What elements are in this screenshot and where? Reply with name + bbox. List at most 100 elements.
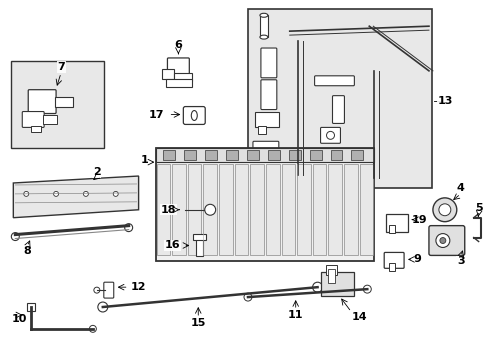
Text: 16: 16 — [164, 240, 180, 251]
Text: 10: 10 — [12, 314, 27, 324]
Polygon shape — [13, 176, 138, 218]
FancyBboxPatch shape — [252, 141, 278, 159]
Bar — [250, 164, 264, 255]
Text: 7: 7 — [57, 62, 65, 72]
Circle shape — [98, 302, 107, 312]
Circle shape — [94, 287, 100, 293]
Bar — [297, 164, 310, 255]
Circle shape — [363, 285, 370, 293]
FancyBboxPatch shape — [257, 126, 265, 134]
Bar — [359, 164, 372, 255]
FancyBboxPatch shape — [103, 282, 114, 298]
Circle shape — [83, 192, 88, 196]
Bar — [260, 15, 267, 37]
FancyBboxPatch shape — [174, 73, 192, 81]
FancyBboxPatch shape — [162, 69, 174, 79]
Bar — [265, 164, 279, 255]
Ellipse shape — [260, 13, 267, 17]
Circle shape — [113, 192, 118, 196]
FancyBboxPatch shape — [320, 127, 340, 143]
FancyBboxPatch shape — [312, 151, 336, 169]
Bar — [155, 148, 373, 162]
Bar — [330, 150, 342, 160]
Bar — [184, 150, 196, 160]
Text: 19: 19 — [410, 215, 426, 225]
Bar — [247, 9, 431, 188]
Text: 8: 8 — [23, 247, 31, 256]
Circle shape — [54, 192, 59, 196]
Bar — [325, 265, 337, 275]
FancyBboxPatch shape — [43, 114, 57, 125]
Bar — [31, 126, 41, 132]
FancyBboxPatch shape — [384, 252, 403, 268]
Bar — [246, 150, 258, 160]
Circle shape — [435, 234, 449, 247]
Text: 3: 3 — [456, 256, 464, 266]
FancyBboxPatch shape — [28, 90, 56, 113]
Text: 5: 5 — [474, 203, 482, 213]
FancyBboxPatch shape — [254, 157, 266, 173]
Bar — [225, 150, 238, 160]
Circle shape — [312, 282, 322, 292]
Bar — [156, 164, 170, 255]
Text: 2: 2 — [93, 167, 101, 177]
FancyBboxPatch shape — [428, 226, 464, 255]
Circle shape — [244, 293, 251, 301]
Bar — [309, 150, 321, 160]
Bar — [219, 164, 232, 255]
FancyBboxPatch shape — [166, 79, 192, 87]
Bar — [267, 150, 279, 160]
Circle shape — [432, 198, 456, 222]
FancyBboxPatch shape — [320, 272, 354, 296]
Text: 18: 18 — [161, 205, 176, 215]
Circle shape — [124, 224, 132, 231]
Bar — [203, 164, 217, 255]
FancyBboxPatch shape — [386, 214, 407, 231]
Bar — [163, 150, 175, 160]
Circle shape — [326, 131, 334, 139]
Circle shape — [89, 325, 96, 332]
Text: 12: 12 — [131, 282, 146, 292]
FancyBboxPatch shape — [261, 48, 276, 78]
FancyBboxPatch shape — [314, 76, 354, 86]
Bar — [193, 234, 206, 239]
Text: 13: 13 — [437, 96, 452, 105]
Text: 4: 4 — [456, 183, 464, 193]
Bar — [27, 303, 35, 311]
Circle shape — [438, 204, 450, 216]
Bar — [281, 164, 295, 255]
Text: 14: 14 — [351, 312, 366, 322]
Bar — [187, 164, 201, 255]
Circle shape — [11, 233, 19, 240]
FancyBboxPatch shape — [167, 58, 189, 74]
Bar — [388, 264, 394, 271]
Text: 17: 17 — [148, 109, 164, 120]
Ellipse shape — [260, 35, 267, 39]
FancyBboxPatch shape — [318, 167, 330, 181]
Circle shape — [24, 192, 29, 196]
Bar — [328, 164, 341, 255]
Bar — [172, 164, 185, 255]
Bar — [288, 150, 300, 160]
FancyBboxPatch shape — [55, 96, 73, 107]
FancyBboxPatch shape — [254, 112, 278, 127]
Text: 1: 1 — [141, 155, 148, 165]
Text: 11: 11 — [287, 310, 303, 320]
Ellipse shape — [191, 111, 197, 121]
Text: 6: 6 — [174, 40, 182, 50]
Text: 9: 9 — [412, 255, 420, 264]
Circle shape — [439, 238, 445, 243]
Bar — [343, 164, 357, 255]
Bar — [205, 150, 217, 160]
FancyBboxPatch shape — [183, 107, 205, 125]
FancyBboxPatch shape — [22, 112, 44, 127]
Bar — [312, 164, 325, 255]
Text: 15: 15 — [190, 318, 205, 328]
FancyBboxPatch shape — [261, 80, 276, 109]
Bar — [234, 164, 248, 255]
Bar — [196, 237, 203, 256]
FancyBboxPatch shape — [332, 96, 344, 123]
Bar — [11, 61, 103, 148]
Bar — [351, 150, 363, 160]
Bar — [155, 148, 373, 261]
